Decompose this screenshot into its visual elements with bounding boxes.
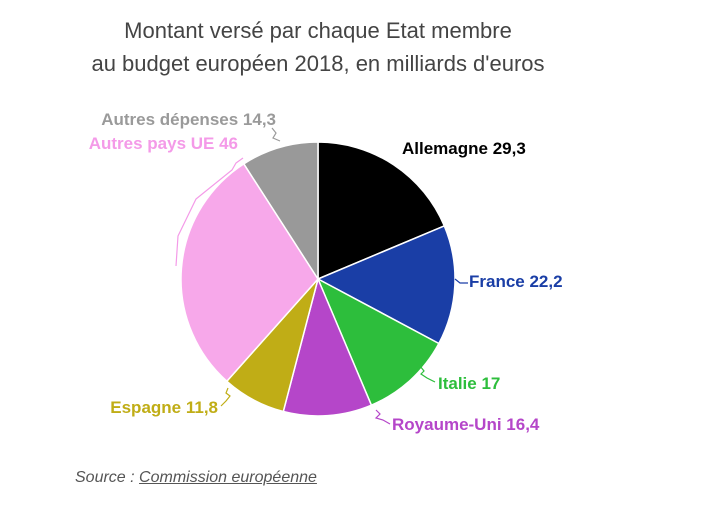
slice-label-france: France 22,2 [469,272,563,291]
pie-slice-royaume-uni [282,278,373,417]
pie-slice-autres-d-penses [243,141,319,280]
slice-label-autres-d-penses: Autres dépenses 14,3 [101,110,276,129]
chart-title: Montant versé par chaque Etat membre au … [0,14,636,80]
pie-slices [180,141,456,417]
pie-slice-france [317,225,456,345]
leader-line-autres-d-penses [271,127,281,142]
chart-title-line-1: Montant versé par chaque Etat membre [124,18,512,43]
source-note: Source : Commission européenne [75,469,317,487]
leader-line-france [454,278,468,284]
slice-label-autres-pays-ue: Autres pays UE 46 [89,134,238,153]
slice-label-italie: Italie 17 [438,374,500,393]
chart-title-line-2: au budget européen 2018, en milliards d'… [91,51,545,76]
source-prefix: Source : [75,469,140,486]
pie-slice-allemagne [317,141,446,280]
leader-line-italie [419,365,436,383]
pie-slice-italie [317,278,440,406]
slice-label-royaume-uni: Royaume-Uni 16,4 [392,415,540,434]
source-link[interactable]: Commission européenne [139,469,317,486]
leader-line-royaume-uni [374,409,391,425]
slice-label-allemagne: Allemagne 29,3 [402,139,526,158]
slice-label-espagne: Espagne 11,8 [110,398,218,417]
leader-line-autres-pays-ue [175,157,244,267]
leader-line-espagne [220,387,231,407]
pie-slice-autres-pays-ue [180,163,319,382]
